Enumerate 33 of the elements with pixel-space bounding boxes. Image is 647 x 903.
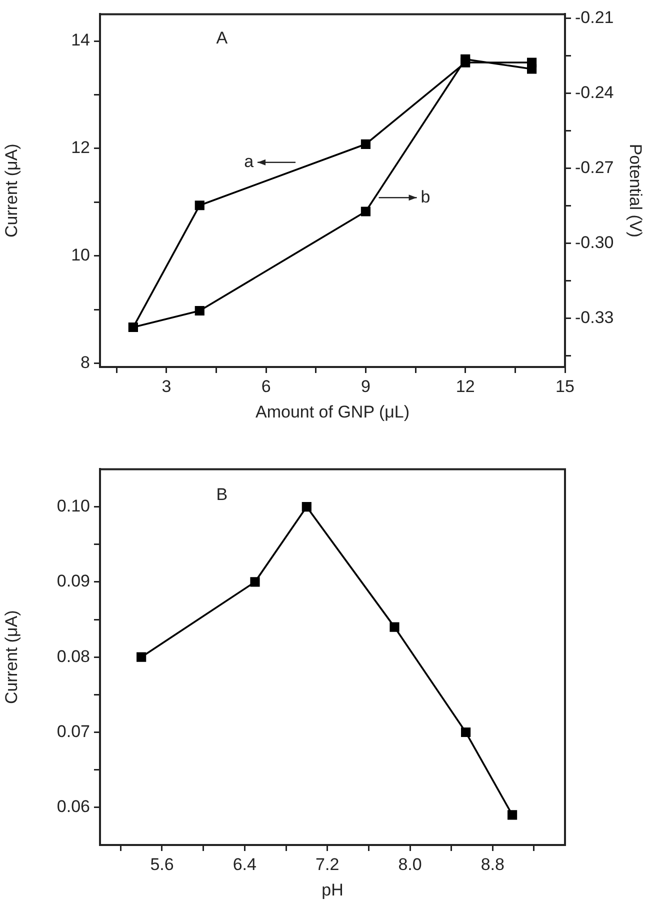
text: -0.27 [575,158,614,177]
x-tick-label: 6.4 [232,854,256,874]
y-tick-label: 14 [71,30,90,50]
y-axis-title: Current (μA) [2,610,21,704]
y2-axis-title: Potential (V) [626,144,646,238]
y-tick-label: 0.10 [56,496,90,516]
annotation: b [420,187,430,206]
annotation: A [216,28,228,48]
x-tick-label: 9 [360,376,370,396]
annotation: a [244,152,254,172]
x-tick-label: 5.6 [150,854,174,874]
x-tick-label: 8.8 [480,854,504,874]
x-tick-label: 7.2 [316,854,340,874]
y-tick-label: 12 [71,138,90,158]
y2-tick-label: -0.30 [575,232,614,252]
y-tick-label: 0.09 [56,572,90,591]
y-axis-title: Current (μA) [2,144,21,238]
y-tick-label: 8 [80,352,90,372]
y-tick-label: 10 [71,246,90,265]
x-tick-label: 3 [162,376,172,396]
y2-tick-label: -0.33 [575,308,614,327]
y-tick-label: 0.08 [56,646,90,666]
x-tick-label: 15 [556,376,574,396]
annotation: B [216,485,228,504]
y-tick-label: 0.07 [56,722,90,741]
x-axis-title: pH [322,880,344,900]
y2-tick-label: -0.21 [575,8,614,27]
x-tick-label: 6 [261,376,271,396]
x-tick-label: 8.0 [398,854,422,874]
y-tick-label: 0.06 [56,797,90,816]
x-tick-label: 12 [456,376,475,396]
x-axis-title: Amount of GNP (μL) [255,402,410,422]
y2-tick-label: -0.24 [575,82,614,102]
